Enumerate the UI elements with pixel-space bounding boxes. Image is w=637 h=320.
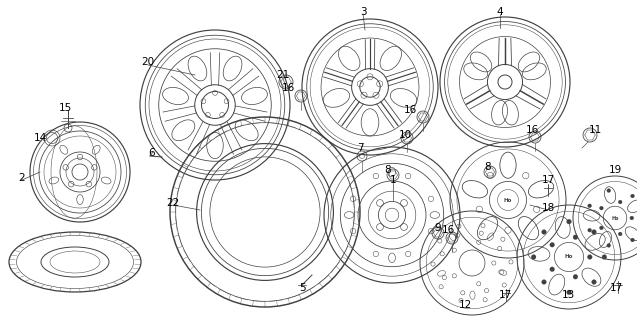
Text: Ho: Ho: [612, 215, 619, 220]
Text: 13: 13: [561, 290, 575, 300]
Circle shape: [587, 255, 592, 259]
Text: 18: 18: [541, 203, 555, 213]
Circle shape: [630, 216, 634, 220]
Circle shape: [599, 226, 603, 230]
Circle shape: [607, 189, 611, 192]
Text: 22: 22: [166, 198, 180, 208]
Circle shape: [567, 290, 571, 295]
Text: 2: 2: [18, 173, 25, 183]
Text: 15: 15: [59, 103, 71, 113]
Text: 16: 16: [526, 125, 539, 135]
Text: Ho: Ho: [565, 254, 573, 260]
Circle shape: [607, 244, 611, 247]
Text: 6: 6: [148, 148, 155, 158]
Circle shape: [602, 255, 606, 259]
Text: 16: 16: [441, 225, 455, 235]
Text: 1: 1: [390, 175, 396, 185]
Text: 16: 16: [282, 83, 295, 93]
Circle shape: [567, 219, 571, 224]
Text: 3: 3: [360, 7, 366, 17]
Circle shape: [550, 267, 555, 272]
Circle shape: [573, 275, 578, 279]
Text: 4: 4: [497, 7, 503, 17]
Text: 19: 19: [608, 165, 622, 175]
Text: 9: 9: [434, 223, 441, 233]
Text: 10: 10: [398, 130, 412, 140]
Text: 17: 17: [541, 175, 555, 185]
Circle shape: [550, 243, 555, 247]
Text: 7: 7: [357, 143, 363, 153]
Circle shape: [531, 255, 536, 259]
Text: 17: 17: [610, 283, 622, 293]
Circle shape: [592, 230, 596, 234]
Text: 8: 8: [385, 165, 391, 175]
Circle shape: [631, 238, 634, 242]
Circle shape: [541, 230, 547, 234]
Circle shape: [588, 228, 592, 232]
Circle shape: [599, 206, 603, 210]
Text: 14: 14: [33, 133, 47, 143]
Text: 21: 21: [276, 70, 290, 80]
Circle shape: [619, 232, 622, 236]
Text: 12: 12: [459, 300, 471, 310]
Text: 17: 17: [498, 290, 512, 300]
Circle shape: [588, 204, 592, 208]
Circle shape: [619, 200, 622, 204]
Text: 8: 8: [485, 162, 491, 172]
Text: 20: 20: [141, 57, 155, 67]
Text: 16: 16: [403, 105, 417, 115]
Circle shape: [541, 280, 547, 284]
Text: 11: 11: [589, 125, 601, 135]
Circle shape: [631, 194, 634, 198]
Text: Ho: Ho: [504, 197, 512, 203]
Circle shape: [592, 280, 596, 284]
Text: 5: 5: [299, 283, 306, 293]
Circle shape: [573, 235, 578, 240]
